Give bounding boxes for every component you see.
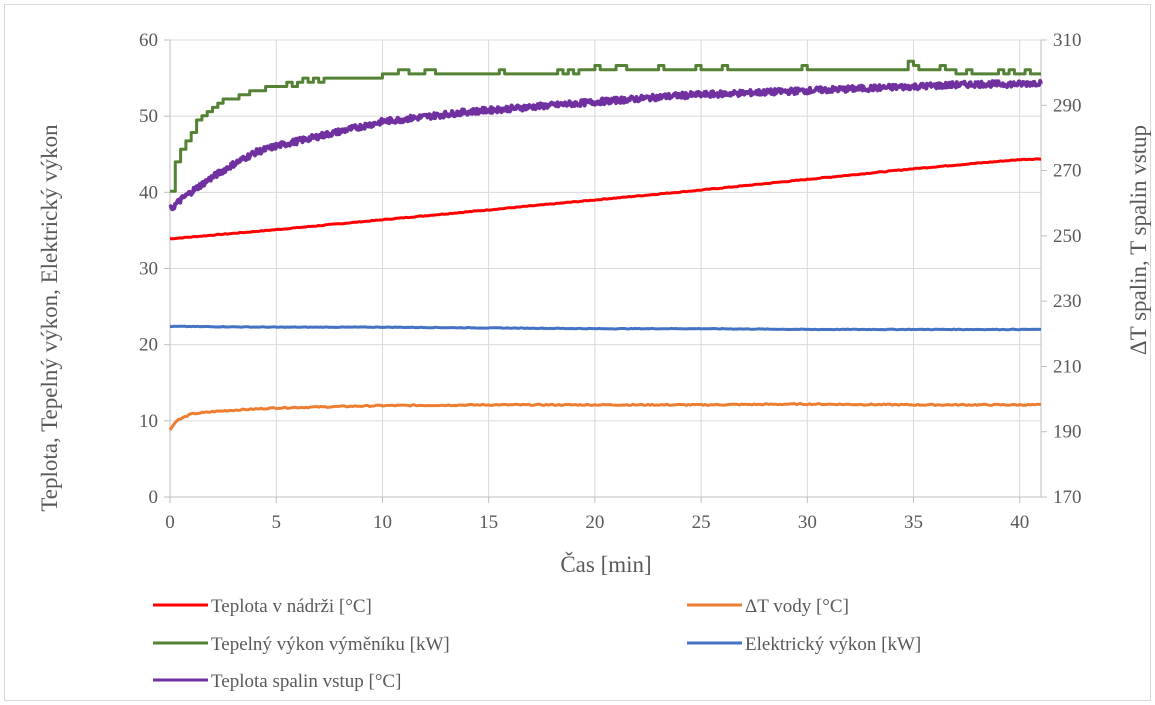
y-right-tick-label: 170	[1053, 487, 1082, 508]
series-line-4	[169, 324, 1042, 332]
y-right-tick-label: 250	[1053, 226, 1082, 247]
x-tick-label: 5	[271, 512, 281, 533]
y-left-tick-label: 50	[139, 106, 158, 127]
y-left-tick-label: 60	[139, 30, 158, 51]
legend-label-5: Teplota spalin vstup [°C]	[211, 671, 401, 692]
x-tick-label: 15	[479, 512, 498, 533]
x-tick-label: 10	[373, 512, 392, 533]
series-line-2	[168, 402, 1041, 431]
x-tick-label: 25	[692, 512, 711, 533]
x-tick-label: 20	[585, 512, 604, 533]
y-right-tick-label: 190	[1053, 422, 1082, 443]
x-tick-label: 40	[1010, 512, 1029, 533]
x-tick-label: 0	[165, 512, 175, 533]
series-line-1	[169, 157, 1042, 241]
y-left-tick-label: 0	[149, 487, 159, 508]
x-tick-label: 35	[904, 512, 923, 533]
y-left-tick-label: 10	[139, 411, 158, 432]
y-right-tick-label: 310	[1053, 30, 1082, 51]
y-axis-left-title: Teplota, Tepelný výkon, Elektrický výkon	[37, 124, 62, 512]
y-right-tick-label: 270	[1053, 161, 1082, 182]
y-left-tick-label: 30	[139, 259, 158, 280]
legend-label-4: Elektrický výkon [kW]	[745, 634, 921, 655]
y-left-tick-label: 20	[139, 335, 158, 356]
legend-label-1: Teplota v nádrži [°C]	[211, 596, 372, 617]
y-left-tick-label: 40	[139, 182, 158, 203]
legend: Teplota v nádrži [°C] ΔT vody [°C] Tepelný…	[153, 596, 921, 692]
gridlines	[169, 39, 1041, 498]
series-lines	[168, 59, 1043, 431]
series-line-3	[170, 59, 1041, 193]
series-line-5	[168, 78, 1043, 212]
tick-labels: 0 5 10 15 20 25 30 35 40 0 10 20 30 40 50 60 170 190 210 23…	[139, 30, 1082, 533]
legend-label-2: ΔT vody [°C]	[745, 596, 849, 617]
y-right-tick-label: 210	[1053, 356, 1082, 377]
axes	[164, 39, 1047, 503]
x-tick-label: 30	[798, 512, 817, 533]
y-right-tick-label: 290	[1053, 95, 1082, 116]
legend-label-3: Tepelný výkon výměníku [kW]	[211, 634, 450, 655]
x-axis-title: Čas [min]	[560, 551, 651, 577]
y-axis-right-title: ΔT spalin, T spalin vstup	[1126, 125, 1151, 355]
y-right-tick-label: 230	[1053, 291, 1082, 312]
